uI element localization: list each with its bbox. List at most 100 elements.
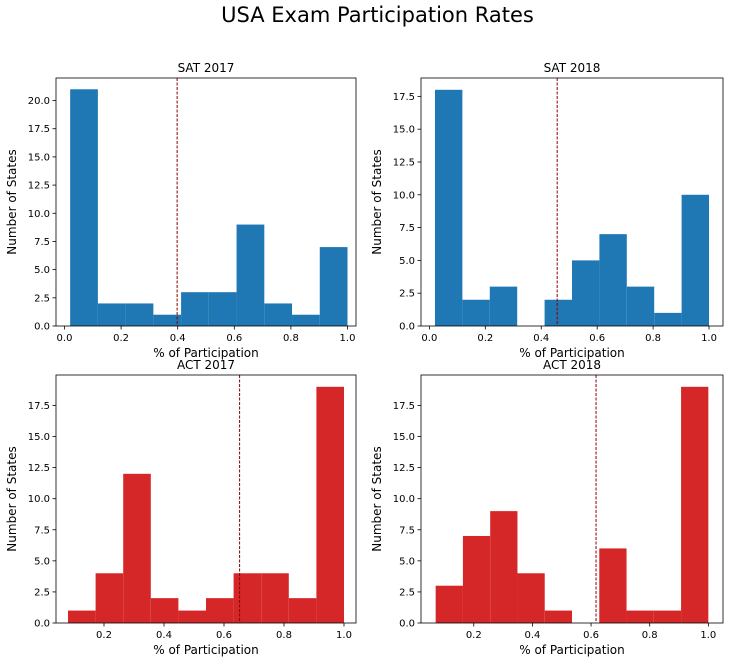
y-tick-label: 2.5 xyxy=(34,587,50,598)
y-tick-label: 10.0 xyxy=(393,190,415,201)
histogram-bar xyxy=(68,610,96,623)
y-tick-label: 7.5 xyxy=(399,223,415,234)
x-tick-label: 0.0 xyxy=(421,333,437,344)
histogram-bar xyxy=(572,260,600,326)
histogram-bar xyxy=(626,610,654,623)
x-tick-label: 0.0 xyxy=(57,333,73,344)
x-tick-label: 0.2 xyxy=(477,333,493,344)
histogram-bar xyxy=(236,224,265,326)
histogram-bar xyxy=(319,247,348,326)
x-tick-label: 0.4 xyxy=(524,630,540,641)
histogram-bar xyxy=(544,610,572,623)
chart-title: SAT 2018 xyxy=(544,61,601,75)
histogram-bar xyxy=(435,585,463,623)
x-tick-label: 0.4 xyxy=(170,333,186,344)
x-tick-label: 0.4 xyxy=(533,333,549,344)
y-axis-label: Number of States xyxy=(5,149,19,254)
y-tick-label: 15.0 xyxy=(28,152,50,163)
y-tick-label: 5.0 xyxy=(34,265,50,276)
histogram-bar xyxy=(599,548,627,623)
histogram-bar xyxy=(150,598,179,623)
x-axis-label: % of Participation xyxy=(153,643,259,657)
histogram-bar xyxy=(125,303,154,326)
x-tick-label: 0.6 xyxy=(589,333,605,344)
x-tick-label: 0.6 xyxy=(583,630,599,641)
x-tick-label: 1.0 xyxy=(340,333,356,344)
histogram-bar xyxy=(208,292,237,326)
y-tick-label: 5.0 xyxy=(34,556,50,567)
y-tick-label: 10.0 xyxy=(28,494,50,505)
y-tick-label: 7.5 xyxy=(34,237,50,248)
figure-title: USA Exam Participation Rates xyxy=(221,3,534,27)
axes-frame xyxy=(55,77,357,327)
histogram-bar xyxy=(490,511,518,623)
y-tick-label: 17.5 xyxy=(393,401,415,412)
x-tick-label: 0.8 xyxy=(642,630,658,641)
histogram-bar xyxy=(681,194,710,326)
y-axis-label: Number of States xyxy=(370,149,384,254)
y-tick-label: 0.0 xyxy=(34,619,50,630)
histogram-bar xyxy=(153,314,182,326)
y-axis-label: Number of States xyxy=(370,446,384,551)
x-tick-label: 0.8 xyxy=(276,630,292,641)
y-tick-label: 10.0 xyxy=(393,494,415,505)
histogram-bar xyxy=(462,535,491,623)
y-tick-label: 5.0 xyxy=(399,556,415,567)
histogram-bar xyxy=(653,610,682,623)
histogram-bar xyxy=(316,386,344,623)
x-tick-label: 0.2 xyxy=(96,630,112,641)
x-tick-label: 0.2 xyxy=(466,630,482,641)
histogram-bar xyxy=(206,598,234,623)
chart-panel-2: 0.0 0.2 0.4 0.6 0.8 1.0 0.0 2.5 5.0 7.5 10.0 12.5 15… xyxy=(370,61,724,360)
y-tick-label: 15.0 xyxy=(393,125,415,136)
chart-title: ACT 2018 xyxy=(543,358,601,372)
y-tick-label: 12.5 xyxy=(393,157,415,168)
y-tick-label: 2.5 xyxy=(399,587,415,598)
histogram-bar xyxy=(654,312,682,326)
x-tick-label: 0.8 xyxy=(645,333,661,344)
x-tick-label: 0.4 xyxy=(156,630,172,641)
histogram-bar xyxy=(181,292,209,326)
y-tick-label: 15.0 xyxy=(393,432,415,443)
y-tick-label: 0.0 xyxy=(34,322,50,333)
y-tick-label: 17.5 xyxy=(393,92,415,103)
x-tick-label: 0.8 xyxy=(283,333,299,344)
chart-panel-1: 0.0 0.2 0.4 0.6 0.8 1.0 0.0 2.5 5.0 7.5 10.0 12.5 15… xyxy=(5,61,357,360)
y-tick-label: 10.0 xyxy=(28,209,50,220)
histogram-bar xyxy=(261,573,289,623)
x-tick-label: 0.2 xyxy=(113,333,129,344)
histogram-bar xyxy=(489,286,518,326)
histogram-bar xyxy=(264,303,293,326)
histogram-bar xyxy=(178,610,206,623)
histogram-bar xyxy=(95,573,124,623)
chart-panel-3: 0.2 0.4 0.6 0.8 1.0 0.0 2.5 5.0 7.5 10.0 12.5 15.0 1… xyxy=(5,358,357,657)
histogram-bar xyxy=(97,303,126,326)
x-axis-label: % of Participation xyxy=(519,643,625,657)
histogram-bar xyxy=(70,89,98,327)
y-tick-label: 2.5 xyxy=(399,289,415,300)
y-tick-label: 12.5 xyxy=(28,181,50,192)
y-tick-label: 15.0 xyxy=(28,432,50,443)
x-tick-label: 0.6 xyxy=(226,333,242,344)
y-axis-label: Number of States xyxy=(5,446,19,551)
histogram-bar xyxy=(681,386,709,623)
histogram-bar xyxy=(517,573,545,623)
y-tick-label: 5.0 xyxy=(399,256,415,267)
histogram-bar xyxy=(434,89,463,326)
chart-title: ACT 2017 xyxy=(177,358,235,372)
y-tick-label: 17.5 xyxy=(28,124,50,135)
x-axis-label: % of Participation xyxy=(153,346,259,360)
histogram-bar xyxy=(462,299,490,326)
y-tick-label: 20.0 xyxy=(28,96,50,107)
histogram-bar xyxy=(626,286,655,326)
histogram-bar xyxy=(292,314,320,326)
histogram-bar xyxy=(123,473,151,623)
histogram-bar xyxy=(599,234,627,326)
y-tick-label: 7.5 xyxy=(399,525,415,536)
x-tick-label: 1.0 xyxy=(700,630,716,641)
x-tick-label: 0.6 xyxy=(216,630,232,641)
histogram-bar xyxy=(288,598,317,623)
x-axis-label: % of Participation xyxy=(519,346,625,360)
